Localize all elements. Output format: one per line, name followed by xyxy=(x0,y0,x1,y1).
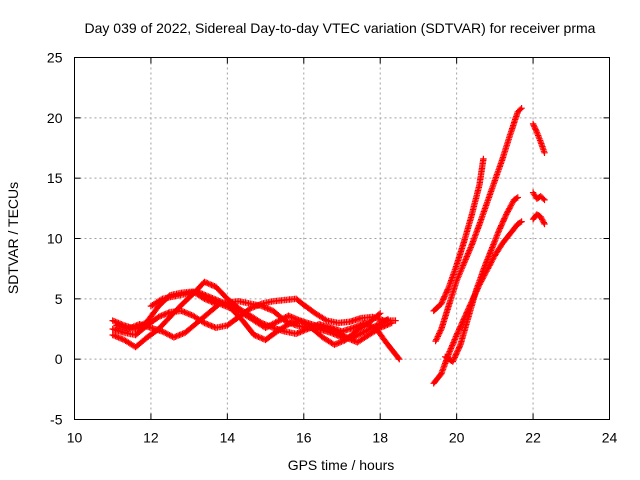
marker-track xyxy=(442,194,521,365)
y-tick-label: 5 xyxy=(55,291,63,307)
x-tick-label: 12 xyxy=(143,430,159,446)
y-axis-label: SDTVAR / TECUs xyxy=(5,182,21,294)
y-tick-label: 25 xyxy=(47,50,63,66)
series-sat-j xyxy=(529,120,548,156)
y-tick-label: 20 xyxy=(47,110,63,126)
marker-track xyxy=(147,288,384,348)
marker-track xyxy=(529,211,548,228)
marker-track xyxy=(529,120,548,156)
series-sat-e xyxy=(147,288,384,348)
y-tick-label: 10 xyxy=(47,231,63,247)
x-tick-label: 14 xyxy=(220,430,236,446)
x-tick-label: 24 xyxy=(602,430,618,446)
marker-track xyxy=(430,155,487,315)
chart-title: Day 039 of 2022, Sidereal Day-to-day VTE… xyxy=(85,20,596,36)
y-tick-label: 0 xyxy=(55,351,63,367)
series-sat-l xyxy=(529,211,548,228)
x-tick-labels: 10 12 14 16 18 20 22 24 xyxy=(67,430,618,446)
series-sat-d xyxy=(113,300,395,346)
series-sat-g xyxy=(432,105,525,345)
y-tick-label: 15 xyxy=(47,170,63,186)
x-tick-label: 18 xyxy=(372,430,388,446)
series-sat-k xyxy=(529,189,548,204)
y-tick-label: -5 xyxy=(50,412,63,428)
marker-track xyxy=(432,105,525,345)
series-sat-i xyxy=(442,194,521,365)
x-axis-label: GPS time / hours xyxy=(288,457,395,473)
series-sat-f xyxy=(430,155,487,315)
marker-track xyxy=(529,189,548,204)
x-tick-label: 20 xyxy=(449,430,465,446)
x-tick-label: 10 xyxy=(67,430,83,446)
x-tick-label: 22 xyxy=(525,430,541,446)
axis-ticks xyxy=(74,57,610,420)
data-markers xyxy=(109,105,548,387)
y-tick-labels: -5 0 5 10 15 20 25 xyxy=(47,50,63,428)
grid xyxy=(74,57,610,420)
x-tick-label: 16 xyxy=(296,430,312,446)
marker-track xyxy=(113,300,395,346)
